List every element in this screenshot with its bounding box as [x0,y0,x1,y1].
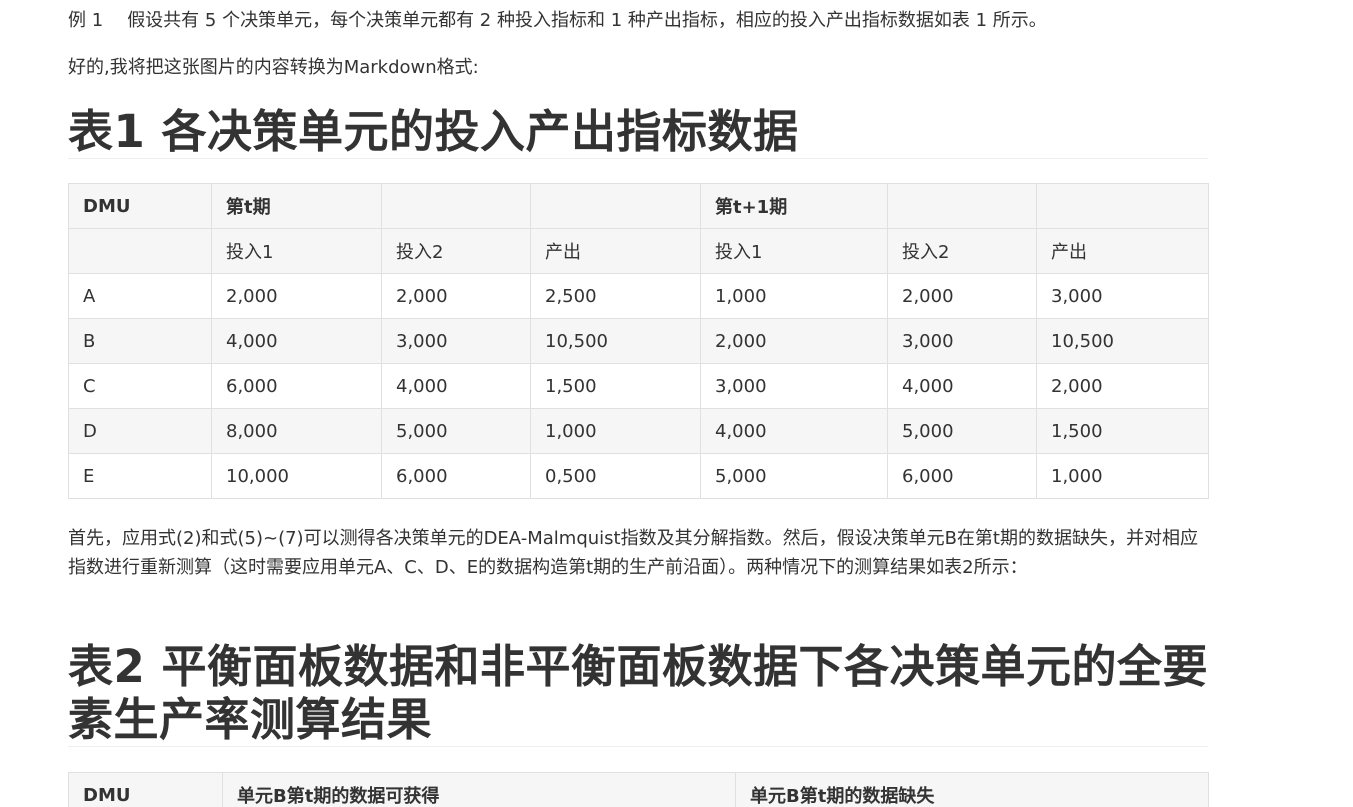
example-label: 例 1 [68,10,104,31]
header-cell: DMU [68,183,212,229]
header-cell: 第t+1期 [700,183,888,229]
intro-paragraph: 好的,我将把这张图片的内容转换为Markdown格式: [68,57,479,78]
table-cell: 2,000 [1036,363,1209,409]
table-row: A 2,000 2,000 2,500 1,000 2,000 3,000 [68,273,1209,319]
table-row: E 10,000 6,000 0,500 5,000 6,000 1,000 [68,453,1209,499]
table-cell: 5,000 [887,408,1037,454]
example-text: 假设共有 5 个决策单元，每个决策单元都有 2 种投入指标和 1 种产出指标，相… [127,10,1047,31]
table-cell: 6,000 [211,363,382,409]
table-cell: 2,000 [211,273,382,319]
table-cell: 投入2 [887,228,1037,274]
header-cell: 单元B第t期的数据可获得 [222,772,736,807]
example-paragraph: 例 1 假设共有 5 个决策单元，每个决策单元都有 2 种投入指标和 1 种产出指… [68,8,1047,34]
table-cell [68,228,212,274]
table-cell: 0,500 [530,453,701,499]
table-cell: 6,000 [381,453,531,499]
table-cell: 1,000 [1036,453,1209,499]
table-cell: C [68,363,212,409]
table-cell: 10,500 [1036,318,1209,364]
header-cell: 单元B第t期的数据缺失 [735,772,1209,807]
table1-header-row: DMU 第t期 第t+1期 [68,183,1209,229]
heading-divider [68,158,1208,159]
table-row: B 4,000 3,000 10,500 2,000 3,000 10,500 [68,318,1209,364]
table-cell: 5,000 [700,453,888,499]
table-cell: 4,000 [211,318,382,364]
analysis-paragraph: 首先，应用式(2)和式(5)~(7)可以测得各决策单元的DEA-Malmquis… [68,528,1198,578]
table-cell: 3,000 [887,318,1037,364]
header-cell [1036,183,1209,229]
table2-header-row: DMU 单元B第t期的数据可获得 单元B第t期的数据缺失 [68,772,1209,807]
table-cell: 10,500 [530,318,701,364]
table-cell: 3,000 [700,363,888,409]
table-cell: 投入1 [211,228,382,274]
table1-title: 表1 各决策单元的投入产出指标数据 [68,105,799,158]
table-cell: 10,000 [211,453,382,499]
table-cell: 4,000 [381,363,531,409]
table-cell: A [68,273,212,319]
table-cell: 投入1 [700,228,888,274]
table-cell: D [68,408,212,454]
table-cell: 5,000 [381,408,531,454]
table-cell: 1,000 [700,273,888,319]
heading-divider [68,746,1208,747]
header-cell [381,183,531,229]
table-cell: 1,500 [1036,408,1209,454]
table-row: 投入1 投入2 产出 投入1 投入2 产出 [68,228,1209,274]
table-cell: 产出 [530,228,701,274]
table-cell: 2,000 [700,318,888,364]
table-cell: 3,000 [381,318,531,364]
table-cell: 投入2 [381,228,531,274]
table-cell: B [68,318,212,364]
table-cell: 4,000 [887,363,1037,409]
table-cell: 8,000 [211,408,382,454]
table-cell: 1,500 [530,363,701,409]
table2: DMU 单元B第t期的数据可获得 单元B第t期的数据缺失 [68,772,1209,807]
table-cell: 1,000 [530,408,701,454]
table-cell: 3,000 [1036,273,1209,319]
table-row: D 8,000 5,000 1,000 4,000 5,000 1,500 [68,408,1209,454]
table-cell: 6,000 [887,453,1037,499]
header-cell [887,183,1037,229]
table-cell: 2,000 [887,273,1037,319]
table-cell: 4,000 [700,408,888,454]
header-cell [530,183,701,229]
header-cell: DMU [68,772,223,807]
table-cell: E [68,453,212,499]
table-cell: 产出 [1036,228,1209,274]
table1: DMU 第t期 第t+1期 投入1 投入2 产出 投入1 投入2 [68,183,1209,499]
table-cell: 2,000 [381,273,531,319]
table-row: C 6,000 4,000 1,500 3,000 4,000 2,000 [68,363,1209,409]
header-cell: 第t期 [211,183,382,229]
table-cell: 2,500 [530,273,701,319]
table2-title: 表2 平衡面板数据和非平衡面板数据下各决策单元的全要素生产率测算结果 [68,640,1208,746]
